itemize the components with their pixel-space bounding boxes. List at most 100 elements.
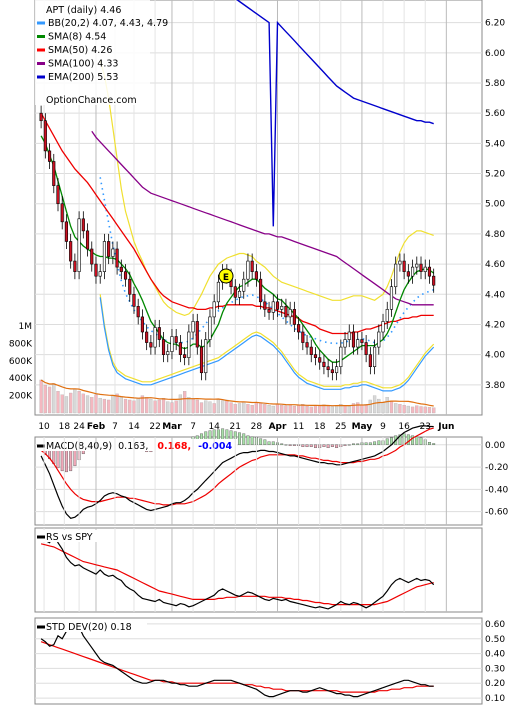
volume-bar xyxy=(364,404,368,414)
volume-bar xyxy=(246,404,250,414)
macd-histogram-bar xyxy=(284,444,288,446)
candle-body xyxy=(90,248,94,265)
candle-body xyxy=(313,354,318,358)
macd-histogram-bar xyxy=(406,434,410,445)
volume-bar xyxy=(204,400,208,414)
std-dev-tick-label: 0.40 xyxy=(485,650,505,660)
macd-histogram-bar xyxy=(398,434,402,445)
price-tick-label: 4.60 xyxy=(485,260,505,270)
macd-histogram-bar xyxy=(263,439,267,445)
volume-bar xyxy=(402,405,406,414)
candle-body xyxy=(423,266,427,272)
volume-bar xyxy=(237,403,242,414)
macd-histogram-bar xyxy=(288,444,292,446)
legend-label: SMA(50) 4.26 xyxy=(48,45,112,56)
volume-bar xyxy=(183,391,187,414)
date-tick-label: 10 xyxy=(38,422,50,432)
candle-body xyxy=(204,339,208,374)
candle-body xyxy=(398,260,402,265)
candle-body xyxy=(102,241,106,272)
volume-bar xyxy=(174,400,178,414)
macd-histogram-bar xyxy=(326,444,330,449)
candle-body xyxy=(52,161,56,186)
volume-bar xyxy=(258,403,263,414)
candle-body xyxy=(381,321,385,333)
std-dev-axis: 0.10 0.20 0.30 0.40 0.50 0.60 xyxy=(485,620,505,704)
volume-bar xyxy=(242,401,246,414)
volume-bar xyxy=(398,404,402,414)
volume-bar xyxy=(432,407,436,414)
volume-bar xyxy=(64,396,69,414)
candle-body xyxy=(107,241,111,257)
rs-line xyxy=(40,531,435,610)
macd-histogram-bar xyxy=(322,444,326,448)
volume-bar xyxy=(212,403,216,414)
candle-body xyxy=(77,218,81,272)
candle-body xyxy=(322,361,326,368)
candle-body xyxy=(385,309,389,322)
volume-bar xyxy=(313,405,318,414)
candle-body xyxy=(191,321,195,333)
legend-label: EMA(200) 5.53 xyxy=(48,72,118,83)
macd-tick-label: -0.40 xyxy=(485,485,509,495)
volume-bar xyxy=(199,402,204,414)
bollinger-band-line xyxy=(99,297,435,392)
candle-body xyxy=(419,263,423,272)
price-tick-label: 5.20 xyxy=(485,170,505,180)
candle-body xyxy=(149,342,153,348)
volume-bar xyxy=(271,405,275,414)
candle-body xyxy=(246,260,250,280)
volume-bar xyxy=(94,394,98,414)
std-dev-tick-label: 0.60 xyxy=(485,620,505,630)
volume-bar xyxy=(263,404,267,414)
candle-body xyxy=(60,203,64,223)
candle-body xyxy=(136,306,140,318)
macd-lines xyxy=(40,425,434,519)
volume-bar xyxy=(389,400,394,414)
candlesticks xyxy=(39,105,436,381)
macd-signal-line xyxy=(40,427,434,506)
volume-bar xyxy=(56,391,60,414)
candle-body xyxy=(237,290,242,298)
std-dev-panel-frame xyxy=(34,617,483,705)
volume-bar xyxy=(102,398,107,414)
macd-histogram-bar xyxy=(335,444,339,449)
macd-tick-label: -0.20 xyxy=(485,463,509,473)
volume-average-line xyxy=(40,379,434,407)
candle-body xyxy=(254,271,258,280)
candle-body xyxy=(216,281,220,303)
volume-bar xyxy=(250,405,254,414)
volume-bar xyxy=(280,405,284,414)
chart-title: APT (daily) 4.46 xyxy=(46,5,121,16)
volume-bar xyxy=(208,401,212,414)
volume-bar xyxy=(128,399,132,414)
legend-background xyxy=(35,0,150,105)
bollinger-mid-line xyxy=(99,177,434,345)
price-tick-label: 5.60 xyxy=(485,109,505,119)
macd-histogram-bar xyxy=(280,443,284,445)
date-tick-label: 18 xyxy=(59,422,71,432)
volume-bar xyxy=(296,405,301,414)
date-tick-label: 14 xyxy=(128,422,140,432)
ema200-line xyxy=(236,0,434,227)
candle-body xyxy=(263,301,267,310)
macd-histogram-bar xyxy=(364,442,368,445)
volume-tick-label: 200K xyxy=(9,392,33,402)
candle-body xyxy=(39,112,43,122)
price-tick-label: 6.20 xyxy=(485,19,505,29)
volume-tick-label: 400K xyxy=(9,374,33,384)
candle-body xyxy=(377,331,381,348)
macd-histogram-bar xyxy=(356,443,360,445)
candle-body xyxy=(81,218,85,232)
volume-bar xyxy=(309,406,313,414)
volume-bar xyxy=(406,405,410,414)
std-dev-panel: 0.10 0.20 0.30 0.40 0.50 0.60 STD DEV(20) 0.1… xyxy=(34,617,505,705)
price-tick-label: 4.20 xyxy=(485,320,505,330)
volume-bar xyxy=(119,397,123,414)
volume-bar xyxy=(356,402,360,414)
macd-histogram-bar xyxy=(373,441,377,445)
macd-histogram-bar xyxy=(347,444,351,446)
date-tick-label: 11 xyxy=(293,422,304,432)
price-lines xyxy=(40,0,435,407)
